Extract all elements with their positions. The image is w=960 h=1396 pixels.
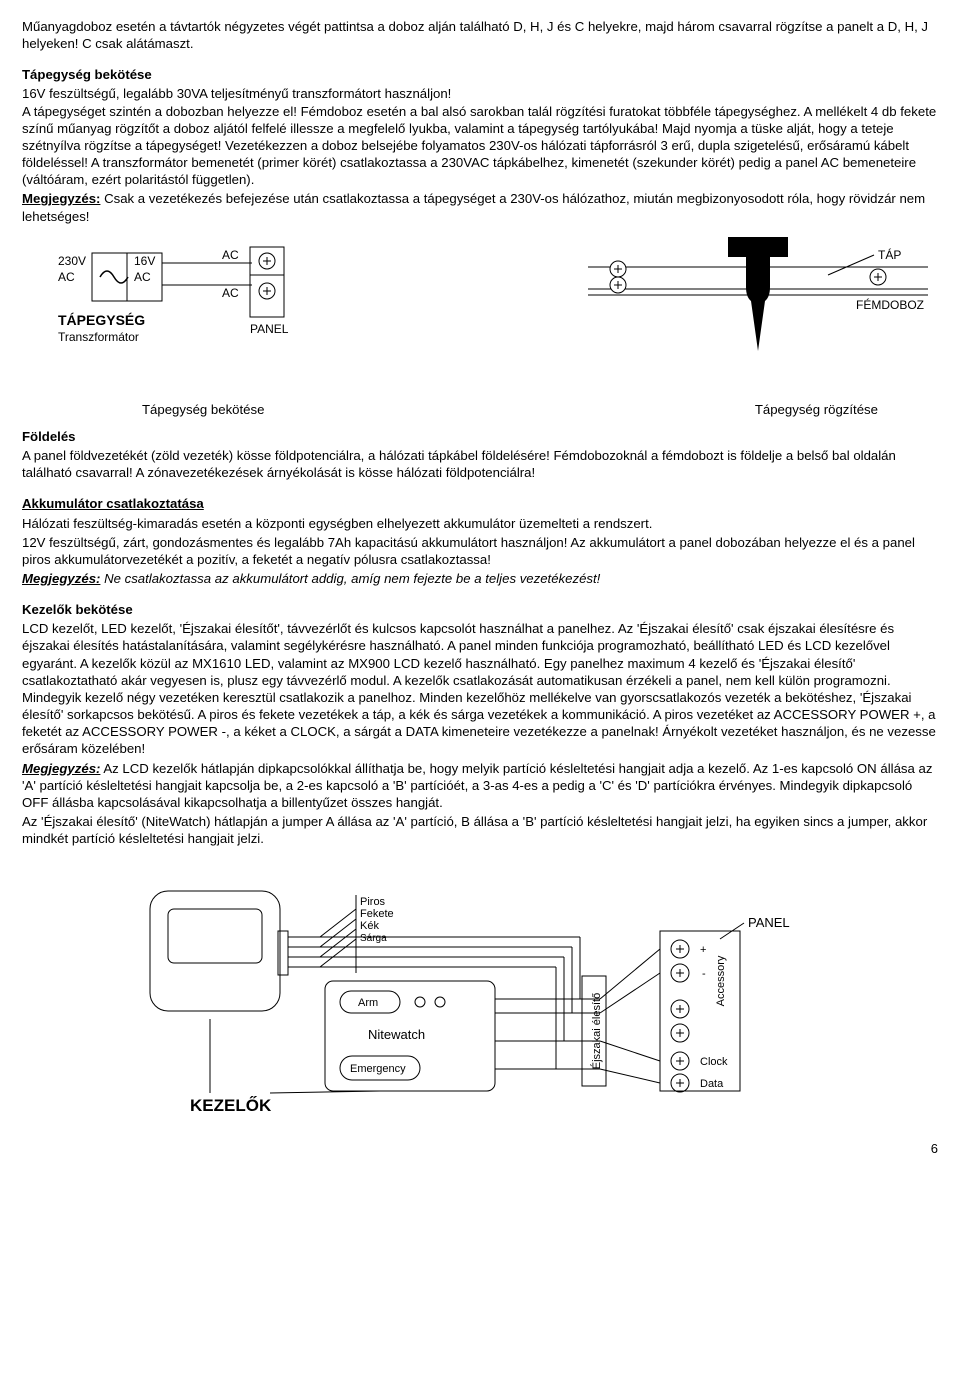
- akku-p2: 12V feszültségű, zárt, gondozásmentes és…: [22, 534, 938, 568]
- kezelok-extra: Az 'Éjszakai élesítő' (NiteWatch) hátlap…: [22, 813, 938, 847]
- wire-fekete: Fekete: [360, 908, 394, 920]
- caption-left: Tápegység bekötése: [142, 401, 264, 418]
- svg-text:+: +: [700, 944, 706, 956]
- akku-note: Megjegyzés: Ne csatlakoztassa az akkumul…: [22, 570, 938, 587]
- note-text: Csak a vezetékezés befejezése után csatl…: [22, 191, 925, 223]
- label-accessory: Accessory: [715, 955, 727, 1006]
- kezelok-note1-text: Az LCD kezelők hátlapján dipkapcsolókkal…: [22, 761, 932, 810]
- foldeles-title: Földelés: [22, 429, 76, 444]
- svg-text:-: -: [702, 968, 706, 980]
- tapegyseg-body: 16V feszültségű, legalább 30VA teljesítm…: [22, 85, 938, 188]
- label-data: Data: [700, 1078, 724, 1090]
- kezelok-note1: Megjegyzés: Az LCD kezelők hátlapján dip…: [22, 760, 938, 811]
- label-panel: PANEL: [250, 322, 289, 336]
- label-kezelok-big: KEZELŐK: [190, 1096, 272, 1115]
- caption-right: Tápegység rögzítése: [755, 401, 878, 418]
- kezelok-note1-label: Megjegyzés:: [22, 761, 100, 776]
- label-clock: Clock: [700, 1056, 728, 1068]
- note-label: Megjegyzés:: [22, 191, 100, 206]
- diagram1-captions: Tápegység bekötése Tápegység rögzítése: [142, 401, 878, 418]
- page-number: 6: [22, 1141, 938, 1158]
- akku-note-text: Ne csatlakoztassa az akkumulátort addig,…: [100, 571, 600, 586]
- label-nitewatch: Nitewatch: [368, 1027, 425, 1042]
- tapegyseg-note: Megjegyzés: Csak a vezetékezés befejezés…: [22, 190, 938, 224]
- kezelok-title: Kezelők bekötése: [22, 602, 133, 617]
- label-emergency: Emergency: [350, 1063, 406, 1075]
- label-femdoboz: FÉMDOBOZ: [856, 297, 924, 312]
- akku-p1: Hálózati feszültség-kimaradás esetén a k…: [22, 515, 938, 532]
- intro-paragraph: Műanyagdoboz esetén a távtartók négyzete…: [22, 18, 938, 52]
- label-ac-left: AC: [58, 270, 75, 284]
- diagram-row-2: Piros Fekete Kék Sárga Arm Nitewatch Eme…: [22, 861, 938, 1121]
- kezelok-body: LCD kezelőt, LED kezelőt, 'Éjszakai éles…: [22, 620, 938, 757]
- wire-kek: Kék: [360, 920, 379, 932]
- label-16v: 16V: [134, 254, 155, 268]
- wire-piros: Piros: [360, 896, 386, 908]
- akku-note-label: Megjegyzés:: [22, 571, 100, 586]
- diagram-row-1: 230V AC 16V AC AC AC PANEL TÁPEGYSÉG Tra…: [22, 235, 938, 395]
- foldeles-body: A panel földvezetékét (zöld vezeték) kös…: [22, 447, 938, 481]
- label-col-ac1: AC: [222, 248, 239, 262]
- label-230v: 230V: [58, 254, 86, 268]
- wire-sarga: Sárga: [360, 933, 387, 944]
- label-transzformator: Transzformátor: [58, 330, 139, 344]
- label-ac-right: AC: [134, 270, 151, 284]
- label-tapegyseg-big: TÁPEGYSÉG: [58, 312, 145, 328]
- diagram-tapegyseg-bekotese: 230V AC 16V AC AC AC PANEL TÁPEGYSÉG Tra…: [22, 235, 402, 395]
- tapegyseg-title: Tápegység bekötése: [22, 67, 152, 82]
- label-tap: TÁP: [878, 247, 901, 262]
- label-ejszakai: Éjszakai élesítő: [590, 993, 603, 1069]
- label-arm: Arm: [358, 997, 378, 1009]
- label-panel2: PANEL: [748, 915, 790, 930]
- akku-title: Akkumulátor csatlakoztatása: [22, 496, 204, 511]
- label-col-ac2: AC: [222, 286, 239, 300]
- diagram-kezelok: Piros Fekete Kék Sárga Arm Nitewatch Eme…: [120, 861, 840, 1121]
- diagram-tapegyseg-rogzitese: TÁP FÉMDOBOZ: [578, 235, 938, 395]
